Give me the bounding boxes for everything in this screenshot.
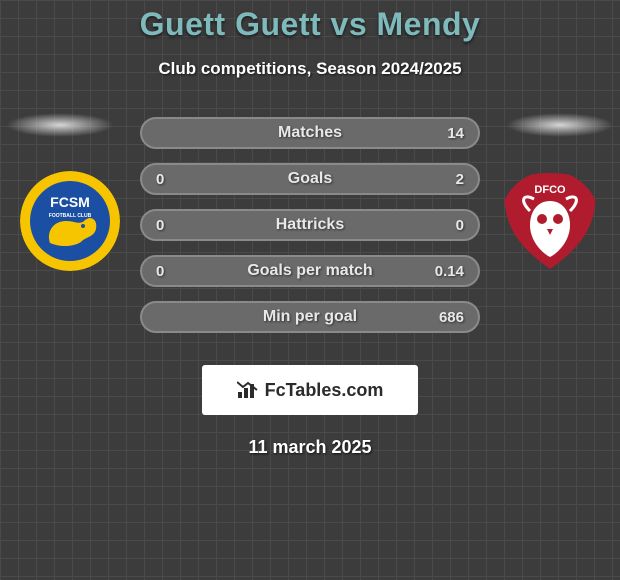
comparison-area: FCSM FOOTBALL CLUB DFCO [0,117,620,357]
stat-row: 0Goals per match0.14 [140,255,480,287]
stat-value-right: 0.14 [428,263,464,280]
team-crest-left-icon: FCSM FOOTBALL CLUB [20,171,120,271]
stat-value-left: 0 [156,263,192,280]
page-subtitle: Club competitions, Season 2024/2025 [0,59,620,79]
stat-value-right: 2 [428,171,464,188]
bar-chart-icon [237,380,259,400]
stat-row: Min per goal686 [140,301,480,333]
svg-text:FOOTBALL CLUB: FOOTBALL CLUB [49,213,92,219]
player-shadow-left [6,113,114,137]
stat-value-right: 686 [428,309,464,326]
team-crest-right-icon: DFCO [500,171,600,271]
svg-text:FCSM: FCSM [50,194,90,210]
comparison-infographic: Guett Guett vs Mendy Club competitions, … [0,0,620,580]
team-badge-left: FCSM FOOTBALL CLUB [20,171,120,271]
stat-row: 0Hattricks0 [140,209,480,241]
stat-value-left: 0 [156,217,192,234]
brand-text: FcTables.com [265,380,384,401]
stat-value-left: 0 [156,171,192,188]
stat-value-right: 0 [428,217,464,234]
stat-row: Matches14 [140,117,480,149]
team-badge-right: DFCO [500,171,600,271]
stats-list: Matches14 0Goals2 0Hattricks0 0Goals per ma… [140,117,480,347]
svg-text:DFCO: DFCO [534,184,566,196]
page-title: Guett Guett vs Mendy [0,0,620,43]
player-shadow-right [506,113,614,137]
date-label: 11 march 2025 [0,437,620,458]
stat-value-right: 14 [428,125,464,142]
stat-row: 0Goals2 [140,163,480,195]
brand-box: FcTables.com [202,365,418,415]
